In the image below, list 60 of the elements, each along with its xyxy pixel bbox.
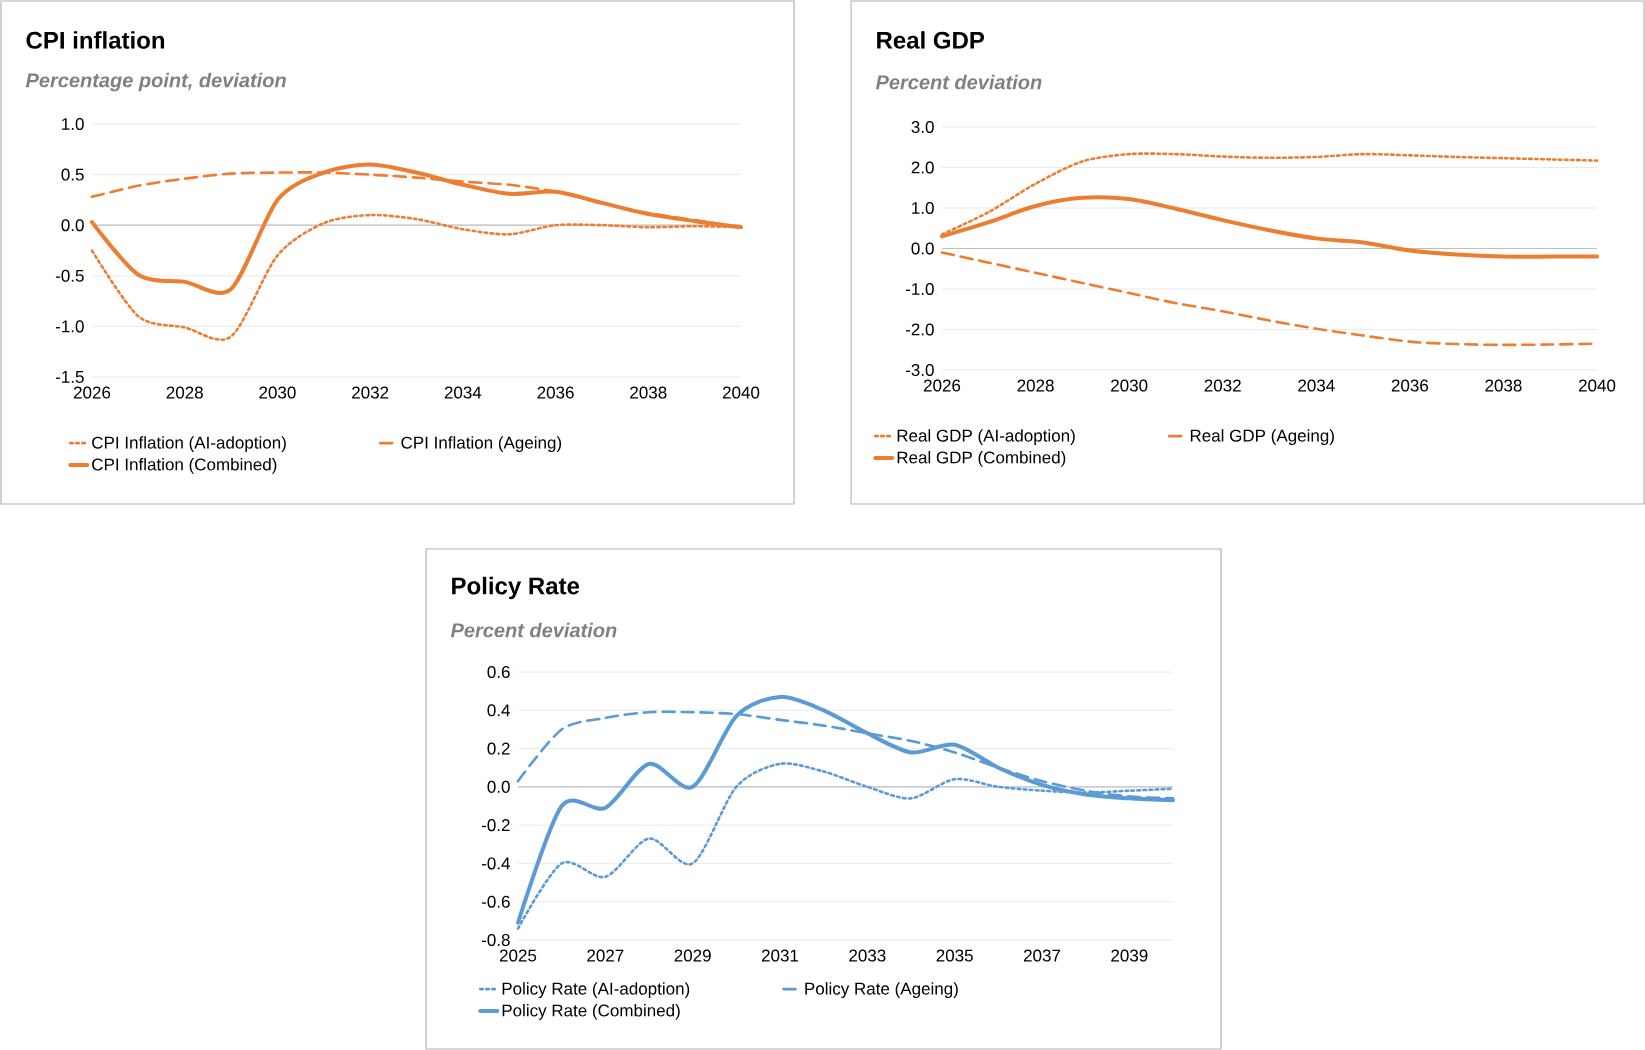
legend-label: CPI Inflation (Combined) — [92, 458, 277, 474]
x-tick-label: 2040 — [1578, 379, 1616, 392]
y-tick-label: 1.0 — [912, 201, 934, 215]
x-tick-label: 2028 — [166, 386, 203, 399]
y-tick-label: 0.0 — [911, 242, 934, 255]
x-tick-label: 2040 — [722, 386, 760, 399]
y-tick-label: 0.0 — [487, 780, 510, 793]
y-tick-label: 1.0 — [62, 117, 84, 131]
y-tick-label: 0.0 — [61, 219, 84, 232]
x-tick-label: 2029 — [674, 949, 711, 962]
y-tick-label: -3.0 — [905, 363, 934, 377]
legend-label: CPI Inflation (Ageing) — [401, 436, 562, 453]
x-tick-label: 2034 — [444, 386, 482, 399]
x-tick-label: 2039 — [1111, 949, 1148, 962]
x-tick-label: 2037 — [1023, 949, 1061, 962]
y-tick-label: 0.6 — [487, 665, 510, 679]
x-tick-label: 2026 — [923, 379, 961, 392]
x-tick-label: 2034 — [1298, 379, 1335, 392]
x-tick-label: 2036 — [1391, 379, 1429, 392]
legend-label: Policy Rate (Combined) — [502, 1004, 680, 1020]
x-tick-label: 2031 — [761, 949, 799, 962]
legend-label: CPI Inflation (AI-adoption) — [92, 436, 286, 453]
y-tick-label: -1.0 — [905, 282, 934, 296]
y-tick-label: -2.0 — [905, 323, 934, 336]
x-tick-label: 2032 — [1204, 379, 1241, 392]
y-tick-label: -0.4 — [481, 857, 510, 870]
y-tick-label: 0.2 — [487, 742, 510, 755]
chart-title: CPI inflation — [26, 31, 165, 49]
chart-subtitle: Percent deviation — [450, 622, 617, 638]
legend-label: Real GDP (AI-adoption) — [897, 429, 1075, 446]
x-tick-label: 2038 — [1485, 379, 1522, 392]
x-tick-label: 2026 — [73, 386, 111, 399]
legend-label: Real GDP (Ageing) — [1190, 429, 1334, 446]
legend-label: Real GDP (Combined) — [897, 451, 1066, 467]
x-tick-label: 2030 — [259, 386, 296, 399]
legend-label: Policy Rate (Ageing) — [805, 982, 958, 999]
y-tick-label: -0.5 — [55, 269, 84, 282]
x-tick-label: 2032 — [352, 386, 389, 399]
y-tick-label: 3.0 — [911, 120, 934, 134]
y-tick-label: 2.0 — [911, 161, 934, 174]
x-tick-label: 2028 — [1017, 379, 1054, 392]
x-tick-label: 2038 — [630, 386, 667, 399]
x-tick-label: 2025 — [499, 949, 537, 962]
x-tick-label: 2035 — [936, 949, 973, 962]
x-tick-label: 2030 — [1111, 379, 1148, 392]
y-tick-label: -1.5 — [55, 371, 84, 383]
y-tick-label: -0.2 — [481, 819, 510, 832]
chart-subtitle: Percent deviation — [875, 74, 1042, 90]
y-tick-label: -0.6 — [481, 895, 510, 908]
y-tick-label: -1.0 — [55, 320, 84, 333]
x-tick-label: 2027 — [587, 949, 624, 962]
chart-title: Real GDP — [877, 31, 985, 49]
y-tick-label: 0.4 — [487, 704, 510, 717]
x-tick-label: 2033 — [849, 949, 886, 962]
chart-title: Policy Rate — [452, 576, 580, 600]
x-tick-label: 2036 — [537, 386, 574, 399]
chart-subtitle: Percentage point, deviation — [25, 72, 286, 92]
legend-label: Policy Rate (AI-adoption) — [502, 982, 690, 999]
y-tick-label: -0.8 — [481, 933, 510, 947]
y-tick-label: 0.5 — [61, 168, 84, 181]
